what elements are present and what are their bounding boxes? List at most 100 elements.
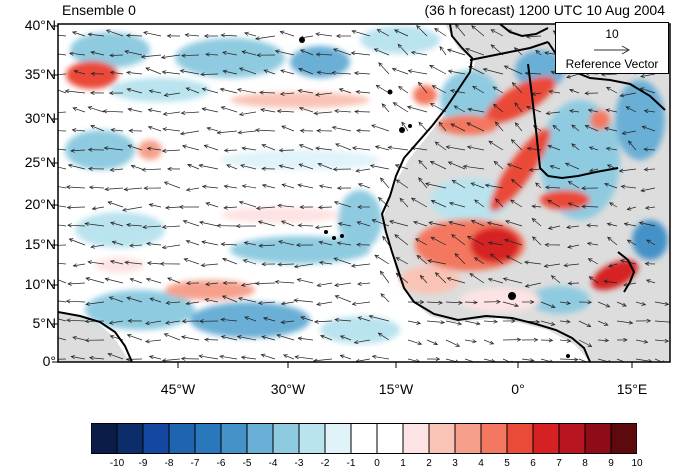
- wind-arrow: [164, 92, 181, 96]
- wind-arrow: [505, 220, 523, 227]
- wind-arrow-head: [220, 106, 226, 111]
- wind-arrow-head: [256, 53, 261, 58]
- wind-arrow: [411, 147, 428, 151]
- wind-arrow: [357, 282, 371, 285]
- wind-arrow: [242, 185, 257, 189]
- wind-arrow-head: [434, 28, 439, 33]
- wind-arrow-head: [185, 281, 191, 286]
- wind-arrow: [455, 24, 466, 37]
- wind-arrow-head: [279, 30, 285, 35]
- wind-arrow: [439, 46, 447, 56]
- wind-arrow-head: [378, 196, 383, 202]
- wind-arrow-head: [550, 275, 556, 280]
- wind-arrow: [103, 110, 124, 113]
- wind-arrow: [313, 358, 333, 362]
- wind-arrow-head: [646, 239, 651, 244]
- wind-arrow: [452, 180, 466, 189]
- wind-arrow-head: [401, 121, 406, 127]
- wind-arrow: [131, 165, 143, 170]
- wind-arrow: [200, 73, 219, 75]
- wind-arrow-head: [163, 92, 169, 98]
- wind-arrow: [357, 316, 371, 322]
- wind-arrow: [378, 62, 390, 75]
- wind-arrow: [413, 221, 428, 227]
- wind-arrow-head: [606, 86, 611, 91]
- wind-arrow: [183, 220, 200, 227]
- wind-arrow: [258, 221, 276, 227]
- wind-arrow-head: [505, 255, 511, 260]
- wind-arrow-head: [516, 337, 522, 342]
- wind-arrow-head: [145, 277, 151, 282]
- wind-arrow: [589, 276, 599, 284]
- wind-arrow-head: [357, 183, 363, 188]
- wind-arrow-head: [187, 163, 192, 168]
- wind-arrow: [297, 278, 314, 284]
- wind-arrow-head: [587, 300, 593, 305]
- wind-arrow-head: [567, 180, 573, 185]
- wind-arrow-head: [417, 81, 423, 87]
- wind-arrow-head: [334, 317, 339, 322]
- wind-arrow: [256, 206, 276, 209]
- wind-arrow: [334, 201, 352, 208]
- wind-arrow: [382, 236, 390, 246]
- wind-arrow-head: [380, 293, 385, 298]
- wind-arrow: [354, 72, 371, 75]
- wind-arrow-head: [548, 338, 554, 343]
- wind-arrow: [316, 301, 333, 305]
- wind-arrow-head: [336, 241, 342, 246]
- x-tick-label: 30°W: [270, 381, 306, 397]
- wind-arrow-head: [183, 258, 189, 262]
- wind-arrow-head: [241, 50, 247, 55]
- wind-arrow-head: [298, 106, 304, 111]
- wind-arrow-head: [489, 253, 495, 258]
- wind-arrow-head: [587, 343, 593, 347]
- wind-arrow-head: [257, 300, 263, 306]
- wind-arrow-head: [548, 89, 554, 94]
- wind-arrow: [559, 339, 571, 342]
- wind-arrow-head: [530, 299, 535, 305]
- wind-arrow-head: [161, 245, 167, 250]
- wind-arrow-head: [473, 257, 479, 262]
- wind-arrow: [483, 68, 504, 75]
- wind-arrow: [126, 224, 143, 227]
- wind-arrow-head: [471, 25, 476, 30]
- wind-arrow-head: [107, 201, 113, 206]
- wind-arrow-head: [618, 168, 624, 173]
- wind-arrow-head: [533, 337, 539, 342]
- wind-arrow: [335, 295, 352, 303]
- wind-arrow-head: [87, 32, 93, 37]
- wind-arrow-head: [295, 242, 301, 248]
- wind-arrow: [434, 141, 447, 151]
- wind-arrow: [646, 239, 656, 246]
- wind-arrow: [180, 130, 200, 135]
- wind-arrow-head: [216, 223, 222, 228]
- wind-arrow-head: [108, 320, 114, 325]
- wind-arrow-head: [353, 340, 359, 345]
- wind-arrow: [483, 320, 498, 323]
- wind-arrow-head: [502, 277, 508, 282]
- wind-arrow-head: [586, 223, 591, 228]
- wind-arrow: [532, 205, 542, 208]
- wind-arrow-head: [87, 166, 93, 171]
- wind-arrow-head: [226, 164, 231, 169]
- wind-arrow-head: [315, 52, 321, 57]
- wind-arrow-head: [474, 199, 479, 204]
- wind-arrow-head: [276, 333, 282, 338]
- wind-arrow-head: [201, 107, 207, 112]
- y-tick-label: 30°N: [24, 110, 56, 126]
- wind-arrow: [319, 241, 333, 246]
- reference-arrow-icon: [594, 45, 631, 55]
- wind-arrow-head: [433, 341, 439, 346]
- wind-arrow-head: [64, 89, 70, 94]
- wind-arrow-head: [643, 167, 649, 172]
- wind-arrow: [640, 87, 656, 94]
- wind-arrow: [418, 81, 428, 94]
- wind-arrow: [281, 220, 295, 227]
- wind-arrow-head: [376, 29, 382, 34]
- wind-arrow-head: [223, 205, 228, 210]
- wind-arrow-head: [300, 316, 306, 321]
- wind-arrow-head: [415, 238, 420, 243]
- wind-arrow-head: [564, 162, 570, 167]
- wind-arrow: [597, 358, 611, 362]
- wind-arrow-head: [185, 301, 191, 306]
